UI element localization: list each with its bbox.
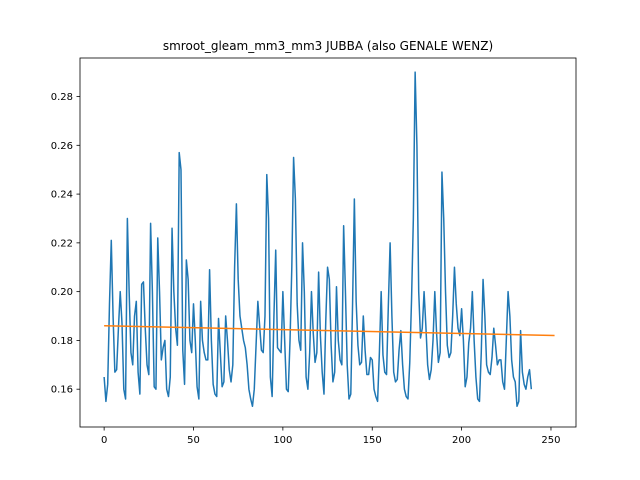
y-tick-label: 0.26 [51, 141, 73, 152]
x-tick-label: 50 [187, 435, 200, 446]
chart-title: smroot_gleam_mm3_mm3 JUBBA (also GENALE … [163, 39, 493, 53]
plot-frame [79, 57, 577, 428]
y-tick-label: 0.16 [51, 385, 73, 396]
y-tick-label: 0.22 [51, 238, 73, 249]
x-tick-label: 200 [452, 435, 471, 446]
series-line-trend [104, 325, 555, 337]
x-tick-label: 0 [101, 435, 107, 446]
x-tick-label: 100 [273, 435, 292, 446]
y-tick-label: 0.18 [51, 336, 73, 347]
x-tick-label: 250 [541, 435, 560, 446]
y-tick-label: 0.20 [51, 287, 73, 298]
series-line-data [103, 71, 533, 408]
x-tick-label: 150 [363, 435, 382, 446]
y-tick-label: 0.28 [51, 92, 73, 103]
y-tick-label: 0.24 [51, 190, 73, 201]
